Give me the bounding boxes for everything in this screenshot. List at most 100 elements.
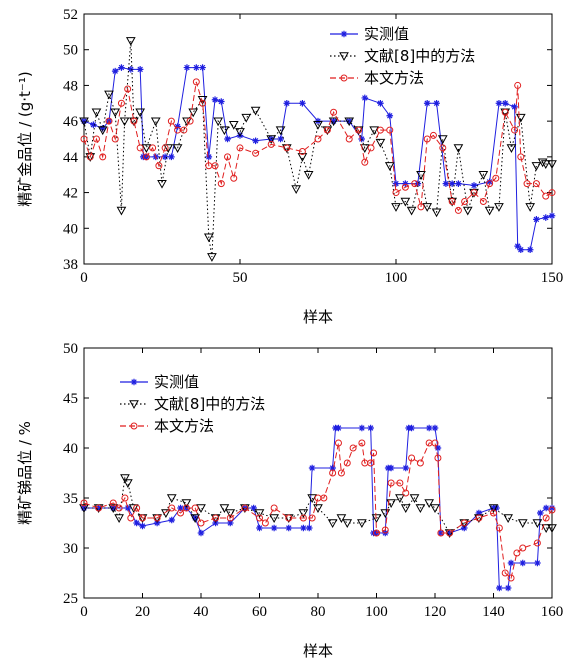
data-point (461, 198, 469, 205)
data-point (118, 64, 125, 71)
data-point (91, 108, 102, 118)
data-point (400, 504, 411, 514)
data-point (300, 524, 307, 532)
data-point (90, 121, 97, 129)
data-point (330, 117, 337, 125)
data-point (358, 439, 366, 447)
gold-grade-chart: 精矿金品位 / (g·t⁻¹) 样本 0 50 100 150 38 40 42 44 46 48… (16, 7, 563, 326)
data-point (305, 524, 313, 532)
data-point (261, 519, 269, 527)
data-point (135, 108, 146, 118)
y-tick-label: 50 (63, 43, 78, 59)
data-point (314, 135, 322, 143)
series-line (83, 81, 553, 212)
data-point (402, 180, 409, 187)
data-point (335, 424, 342, 432)
data-point (475, 514, 483, 522)
legend-marker (340, 74, 348, 82)
data-point (455, 180, 462, 187)
data-point (166, 494, 177, 504)
data-point (334, 439, 342, 447)
data-point (401, 183, 409, 191)
data-point (493, 504, 500, 512)
data-point (285, 524, 293, 532)
data-point (123, 479, 133, 489)
y-tick-label: 44 (63, 150, 79, 166)
legend-label: 实测值 (364, 25, 409, 43)
data-point (400, 197, 411, 207)
data-point (256, 524, 263, 532)
data-point (375, 138, 386, 148)
data-point (298, 148, 306, 155)
data-point (168, 153, 175, 161)
data-point (323, 126, 331, 134)
data-point (395, 494, 405, 504)
data-point (270, 524, 278, 532)
data-point (442, 180, 450, 187)
data-point (446, 529, 453, 537)
data-point (180, 126, 188, 134)
data-point (266, 135, 277, 145)
data-point (359, 144, 370, 153)
data-point (236, 144, 244, 152)
x-tick-label: 120 (424, 604, 447, 620)
data-point (298, 509, 309, 519)
data-point (532, 519, 543, 529)
legend-label: 实测值 (154, 373, 199, 391)
x-tick-label: 50 (233, 270, 248, 286)
data-point (361, 158, 369, 166)
data-point (437, 529, 445, 537)
data-point (373, 529, 380, 537)
data-point (127, 66, 135, 73)
data-point (460, 519, 468, 527)
data-point (191, 514, 199, 522)
x-axis-title: 样本 (303, 642, 333, 660)
data-point (503, 514, 513, 524)
data-point (212, 514, 220, 522)
data-point (392, 180, 400, 187)
data-point (95, 504, 102, 512)
data-point (197, 96, 208, 105)
data-point (228, 121, 239, 130)
data-point (537, 158, 548, 168)
legend-label: 文献[8]中的方法 (364, 47, 475, 65)
x-tick-label: 0 (80, 270, 88, 286)
data-point (297, 153, 308, 162)
data-point (345, 117, 353, 125)
data-point (283, 144, 291, 152)
data-point (488, 504, 499, 514)
data-point (542, 514, 550, 522)
x-tick-label: 140 (482, 604, 505, 620)
data-point (495, 524, 503, 532)
y-tick-label: 46 (63, 114, 79, 130)
data-point (269, 514, 279, 524)
data-point (105, 117, 113, 125)
y-axis-title: 精矿锑品位 / % (16, 421, 34, 525)
data-point (80, 499, 88, 507)
data-point (199, 99, 207, 107)
data-point (320, 494, 328, 502)
data-point (386, 112, 394, 120)
data-point (250, 504, 257, 512)
data-point (416, 459, 424, 467)
data-point (343, 459, 351, 467)
data-point (308, 464, 316, 472)
data-point (161, 153, 169, 161)
data-point (303, 171, 314, 180)
data-point (79, 117, 89, 127)
data-point (484, 206, 495, 216)
data-point (514, 242, 521, 250)
data-point (124, 504, 132, 512)
data-point (127, 514, 135, 522)
data-point (542, 214, 550, 221)
data-point (299, 514, 307, 522)
data-point (361, 94, 369, 102)
data-point (425, 424, 433, 432)
data-point (429, 131, 437, 139)
data-point (519, 559, 527, 567)
data-point (501, 569, 509, 577)
data-point (517, 246, 525, 254)
data-point (168, 516, 176, 524)
data-point (153, 514, 161, 522)
